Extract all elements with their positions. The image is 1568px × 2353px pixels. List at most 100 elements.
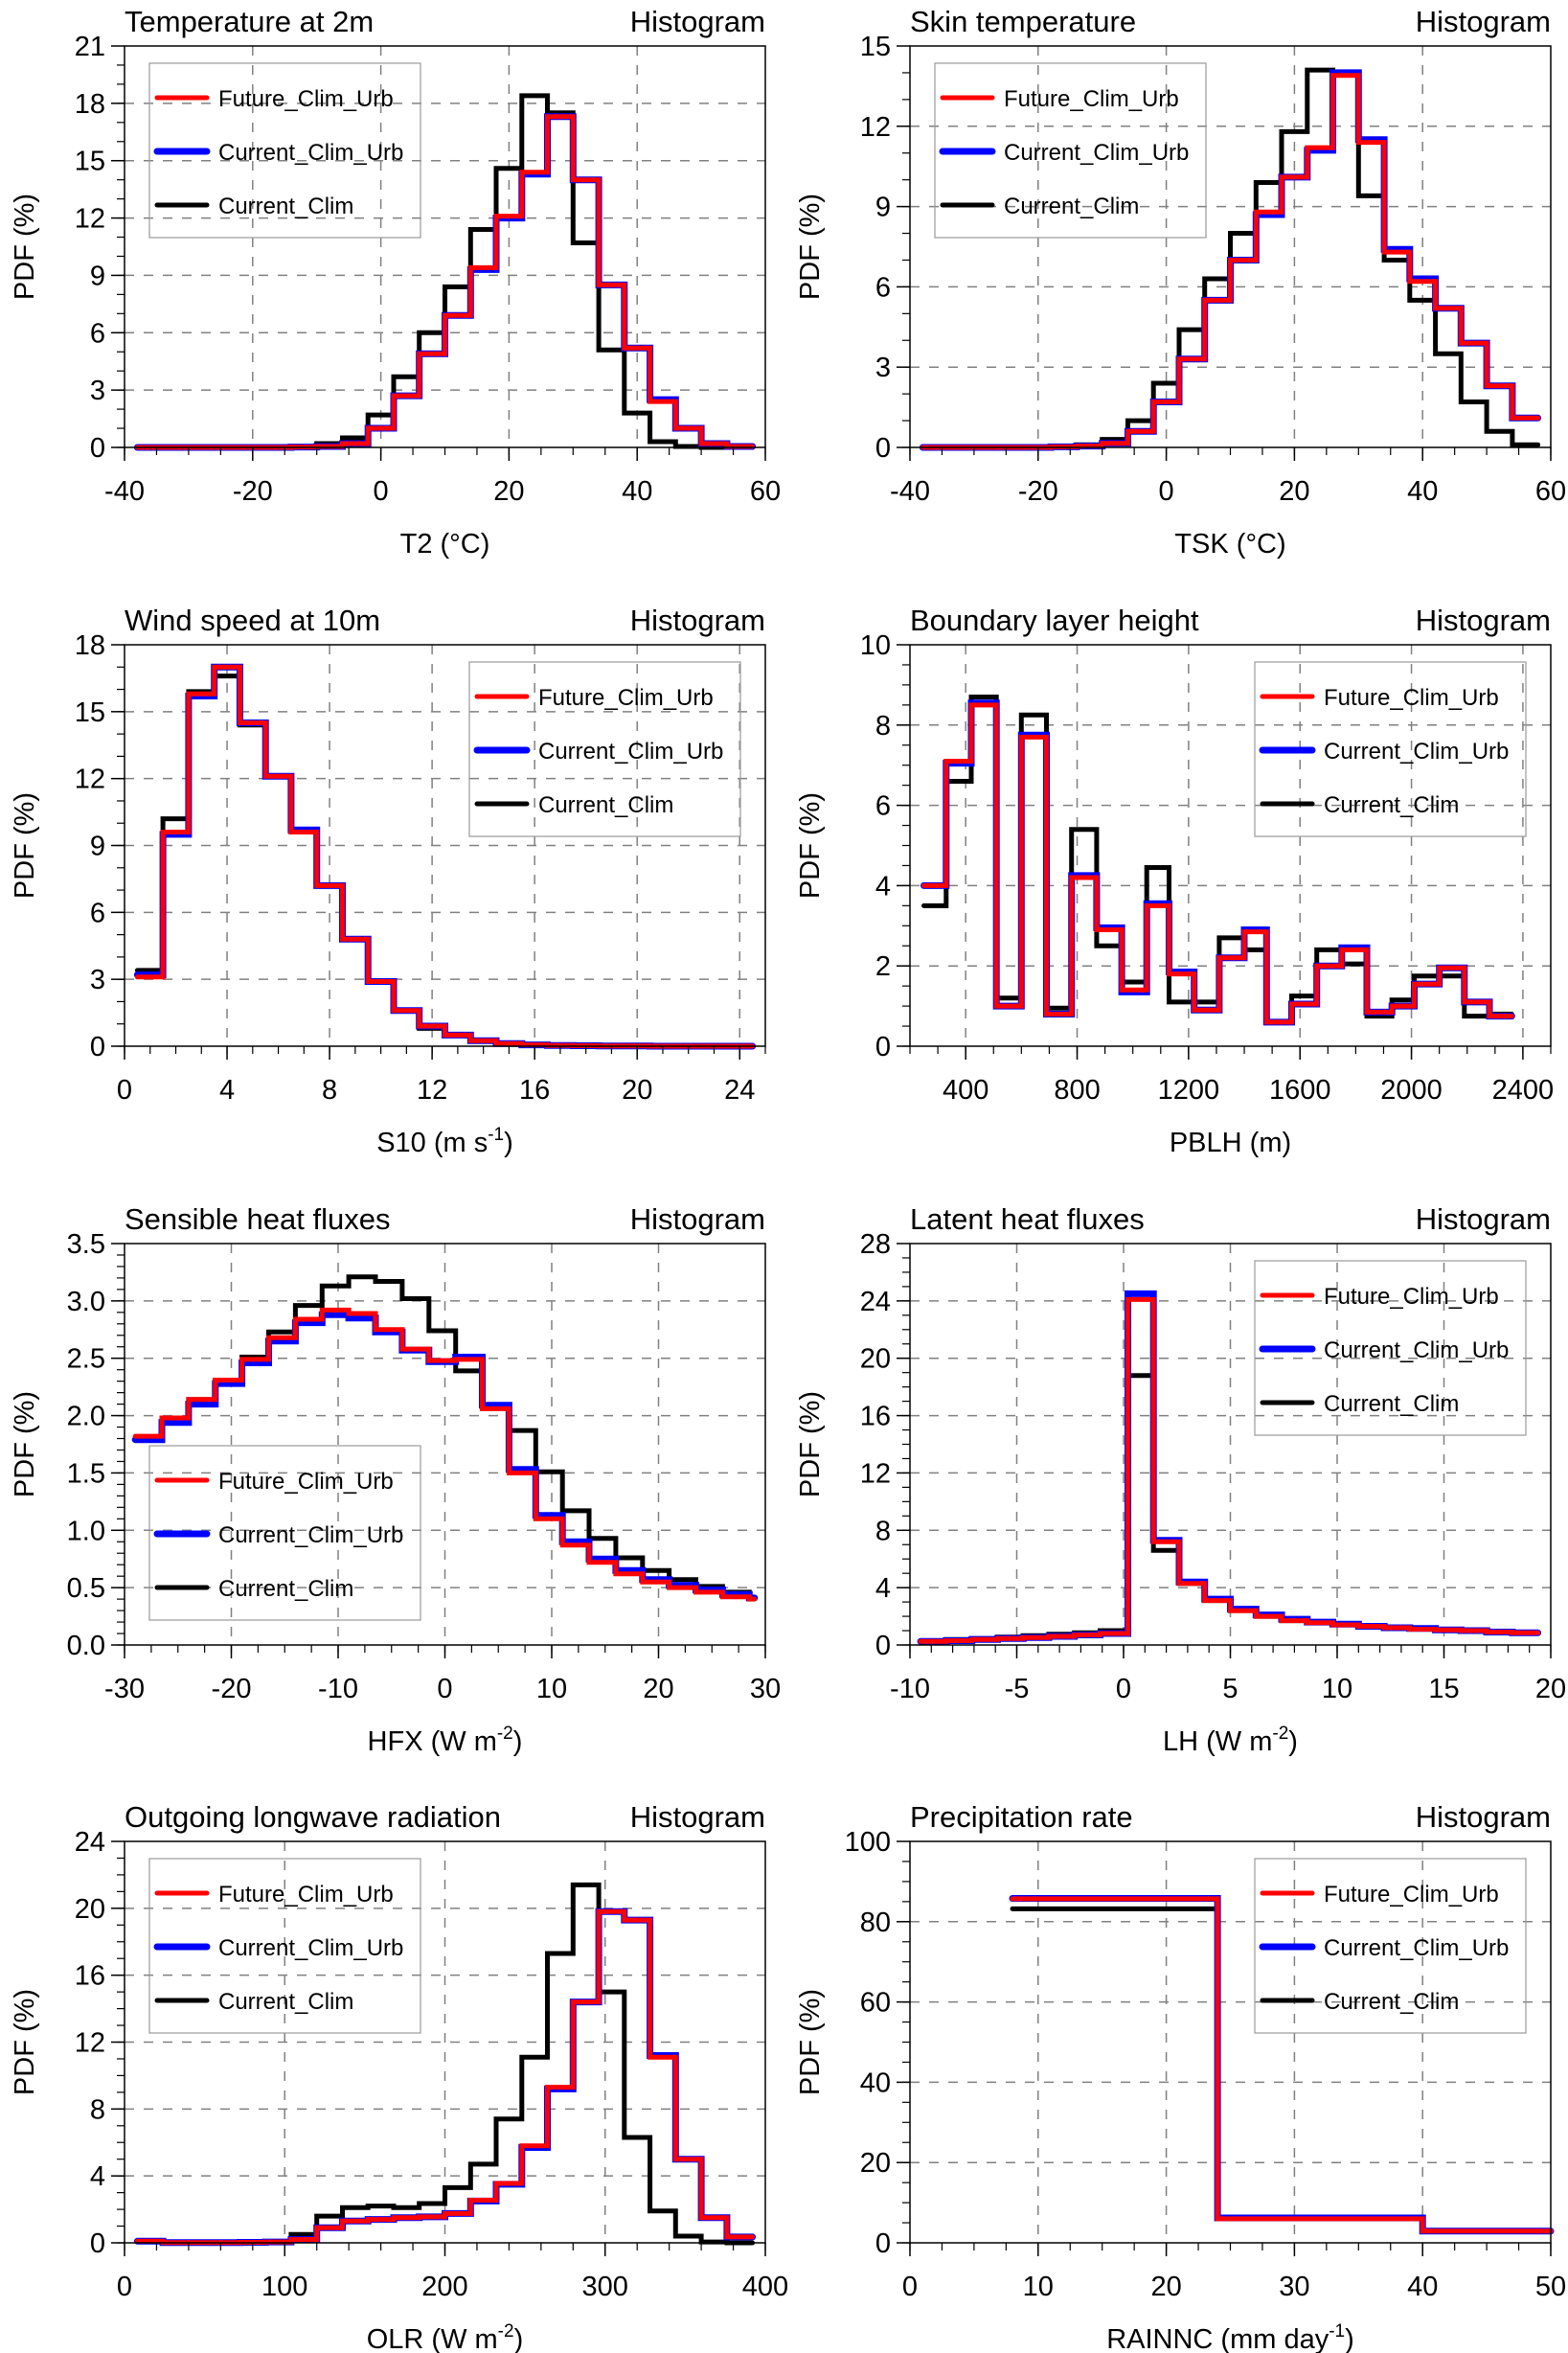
x-axis-label: LH (W m-2): [1163, 1724, 1298, 1757]
legend-item: Future_Clim_Urb: [154, 86, 394, 112]
legend-label: Future_Clim_Urb: [218, 1469, 394, 1495]
chart-subtitle: Histogram: [1416, 604, 1551, 637]
y-tick-label: 0.5: [67, 1573, 105, 1604]
y-axis-label: PDF (%): [10, 1391, 40, 1497]
x-tick-label: 200: [421, 2272, 467, 2302]
y-tick-label: 9: [90, 261, 105, 291]
x-axis-label-superscript: -1: [1329, 2321, 1345, 2342]
x-tick-label: 300: [582, 2272, 628, 2302]
x-tick-label: 100: [261, 2272, 307, 2302]
y-tick-label: 6: [875, 272, 891, 303]
legend-item: Current_Clim: [940, 194, 1139, 219]
y-tick-label: 4: [90, 2161, 105, 2192]
gridlines: [125, 46, 765, 447]
x-axis-label-main: T2 (°C): [400, 529, 490, 560]
legend-item: Current_Clim_Urb: [1259, 739, 1509, 765]
legend-box: [148, 62, 421, 239]
chart-panel-7: Outgoing longwave radiation Histogram 0 4 8 1…: [10, 1800, 788, 2353]
legend-label: Current_Clim: [1324, 1989, 1459, 2015]
legend-item: Future_Clim_Urb: [474, 685, 714, 711]
y-tick-label: 12: [75, 2028, 105, 2059]
y-tick-label: 2: [875, 951, 891, 982]
y-tick-label: 3: [875, 353, 891, 383]
x-tick-label: 40: [622, 476, 652, 507]
legend-box: [148, 1445, 421, 1621]
x-axis-label: TSK (°C): [1174, 529, 1285, 560]
chart-title: Latent heat fluxes: [910, 1202, 1145, 1236]
x-axis-label-end: ): [514, 2324, 524, 2353]
x-tick-label: 30: [750, 1674, 781, 1704]
x-tick-label: 12: [417, 1075, 447, 1106]
gridlines: [910, 46, 1551, 447]
series-future-clim-urb: [921, 702, 1514, 1025]
legend-item: Future_Clim_Urb: [1260, 1284, 1499, 1310]
x-axis: 400 800 1200 1600 2000 2400: [909, 1046, 1555, 1106]
y-tick-label: 3: [90, 376, 105, 406]
x-axis: -40 -20 0 20 40 60: [104, 447, 781, 507]
x-tick-label: 0: [437, 1674, 452, 1704]
y-tick-label: 0: [875, 1631, 891, 1661]
x-axis-label-main: LH (W m: [1163, 1726, 1272, 1757]
chart-title: Wind speed at 10m: [125, 604, 380, 637]
legend-item: Future_Clim_Urb: [940, 86, 1179, 112]
legend-item: Current_Clim_Urb: [939, 140, 1189, 166]
chart-subtitle: Histogram: [1416, 1800, 1551, 1834]
legend-item: Current_Clim: [154, 1989, 353, 2015]
y-axis-label: PDF (%): [795, 792, 826, 899]
y-tick-label: 2.5: [67, 1344, 105, 1375]
y-tick-label: 24: [860, 1287, 891, 1317]
legend-label: Current_Clim_Urb: [1324, 739, 1509, 765]
y-tick-label: 6: [875, 791, 891, 822]
x-tick-label: 400: [943, 1075, 989, 1106]
series-current-clim: [134, 674, 756, 1049]
x-tick-label: 0: [1116, 1674, 1131, 1704]
gridlines: [910, 645, 1551, 1046]
legend-label: Current_Clim: [1324, 1391, 1459, 1417]
y-tick-label: 4: [875, 1573, 891, 1604]
y-tick-label: 15: [75, 147, 105, 177]
x-axis-label-main: S10 (m s: [376, 1128, 488, 1158]
x-axis-label-end: ): [1288, 1726, 1298, 1757]
legend-label: Current_Clim_Urb: [218, 1935, 403, 1961]
y-tick-label: 1.0: [67, 1516, 105, 1546]
x-axis-label-superscript: -2: [497, 1724, 513, 1744]
legend-item: Current_Clim: [154, 194, 353, 219]
chart-panel-8: Precipitation rate Histogram0204060801000…: [795, 1800, 1566, 2353]
x-tick-label: 2400: [1492, 1075, 1555, 1106]
legend-item: Current_Clim: [154, 1576, 353, 1602]
y-tick-label: 0: [875, 2228, 891, 2259]
x-tick-label: 0: [374, 476, 389, 507]
x-axis-label-superscript: -2: [498, 2321, 514, 2342]
legend-item: Current_Clim_Urb: [153, 140, 403, 166]
chart-panel-4: Boundary layer height Histogram 0 2 4 6 8 10 400…: [795, 604, 1554, 1158]
x-tick-label: 8: [322, 1075, 337, 1106]
y-tick-label: 9: [90, 832, 105, 862]
x-axis-label: OLR (W m-2): [367, 2321, 524, 2353]
gridlines: [125, 645, 765, 1046]
series-future-clim-urb: [918, 1296, 1541, 1644]
legend-label: Future_Clim_Urb: [1004, 86, 1179, 112]
legend: Future_Clim_Urb Current_Clim_Urb Current_C…: [148, 62, 421, 239]
chart-subtitle: Histogram: [630, 604, 765, 637]
legend-box: [1254, 1858, 1527, 2034]
x-tick-label: 2000: [1380, 1075, 1443, 1106]
x-axis-label: RAINNC (mm day-1): [1106, 2321, 1354, 2353]
legend-label: Future_Clim_Urb: [1324, 1882, 1499, 1908]
series-current-clim-urb: [133, 113, 757, 451]
y-tick-label: 20: [860, 1344, 891, 1375]
legend-label: Future_Clim_Urb: [218, 1882, 394, 1908]
y-tick-label: 3.0: [67, 1287, 105, 1317]
legend-label: Future_Clim_Urb: [218, 86, 394, 112]
y-axis-label: PDF (%): [10, 194, 40, 300]
legend-item: Future_Clim_Urb: [154, 1882, 394, 1908]
y-tick-label: 0.0: [67, 1631, 105, 1661]
x-tick-label: 10: [1023, 2272, 1054, 2302]
x-axis: -40 -20 0 20 40 60: [890, 447, 1566, 507]
legend-label: Future_Clim_Urb: [538, 685, 714, 711]
y-axis-label: PDF (%): [795, 194, 826, 300]
legend-item: Future_Clim_Urb: [1260, 685, 1499, 711]
y-tick-label: 18: [75, 630, 105, 661]
chart-title: Sensible heat fluxes: [125, 1202, 390, 1236]
x-axis-label-main: RAINNC (mm day: [1106, 2324, 1329, 2353]
chart-panel-2: Skin temperature Histogram 0 3 6 9 12 15 -40 -20 0…: [795, 5, 1566, 560]
